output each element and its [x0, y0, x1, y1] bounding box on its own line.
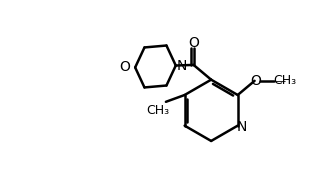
- Text: —: —: [275, 76, 286, 86]
- Text: O: O: [250, 74, 261, 88]
- Text: CH₃: CH₃: [273, 74, 296, 87]
- Text: N: N: [177, 59, 187, 73]
- Text: N: N: [236, 120, 246, 134]
- Text: O: O: [119, 60, 129, 74]
- Text: CH₃: CH₃: [147, 104, 170, 117]
- Text: O: O: [188, 36, 199, 50]
